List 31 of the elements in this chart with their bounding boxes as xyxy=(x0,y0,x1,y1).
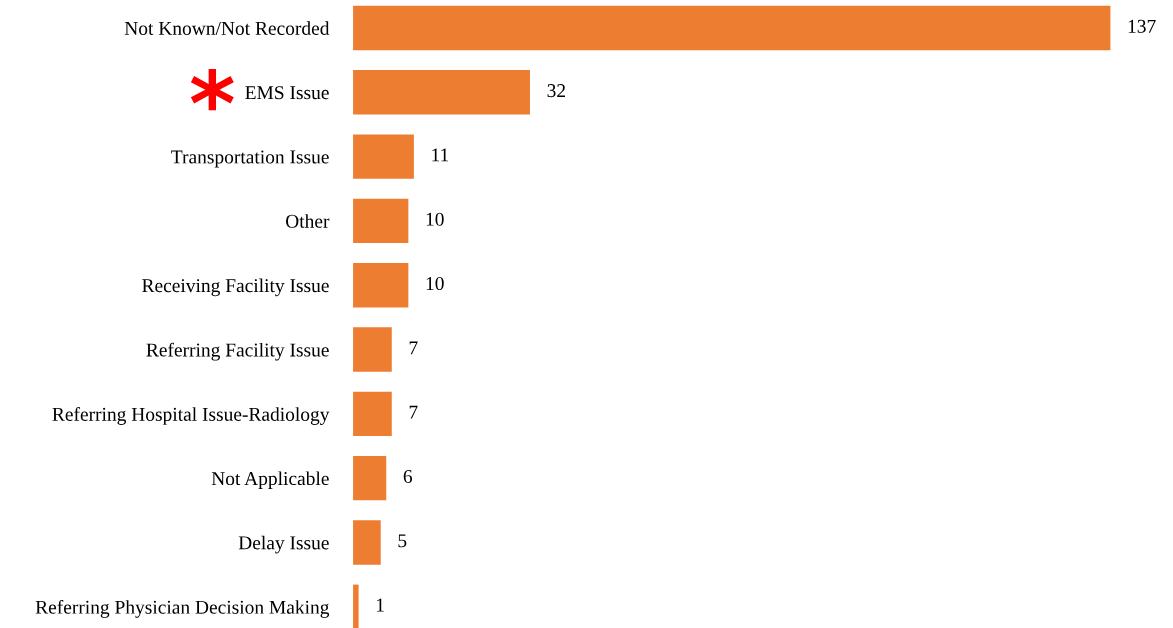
bar xyxy=(353,5,1111,51)
data-label: 32 xyxy=(547,84,566,98)
bar xyxy=(353,455,387,501)
data-label: 7 xyxy=(409,341,418,355)
bar xyxy=(353,584,359,628)
data-label: 10 xyxy=(426,276,444,291)
bar xyxy=(353,134,414,179)
y-tick-label: Referring Physician Decision Making xyxy=(35,599,330,618)
text: * xyxy=(190,69,234,111)
data-label: 11 xyxy=(432,148,449,162)
bar xyxy=(353,263,409,308)
bar xyxy=(353,327,392,372)
y-tick-label: Not Applicable xyxy=(211,471,329,490)
data-label: 5 xyxy=(398,534,407,548)
data-label: 6 xyxy=(403,469,413,484)
y-tick-label: Referring Facility Issue xyxy=(146,342,329,361)
data-label: 137 xyxy=(1128,19,1156,33)
y-tick-label: EMS Issue xyxy=(245,86,329,100)
data-label: 1 xyxy=(376,598,384,612)
y-tick-label: Not Known/Not Recorded xyxy=(124,21,330,35)
bar xyxy=(353,70,530,115)
bar xyxy=(353,391,392,437)
y-tick-label: Referring Hospital Issue-Radiology xyxy=(52,407,330,425)
bar xyxy=(353,198,409,244)
data-label: 7 xyxy=(409,405,418,419)
y-tick-label: Other xyxy=(285,214,330,228)
y-tick-label: Receiving Facility Issue xyxy=(142,278,329,297)
data-label: 10 xyxy=(426,212,444,226)
y-tick-label: Transportation Issue xyxy=(171,150,329,168)
bar xyxy=(353,520,381,565)
y-tick-label: Delay Issue xyxy=(238,535,329,554)
